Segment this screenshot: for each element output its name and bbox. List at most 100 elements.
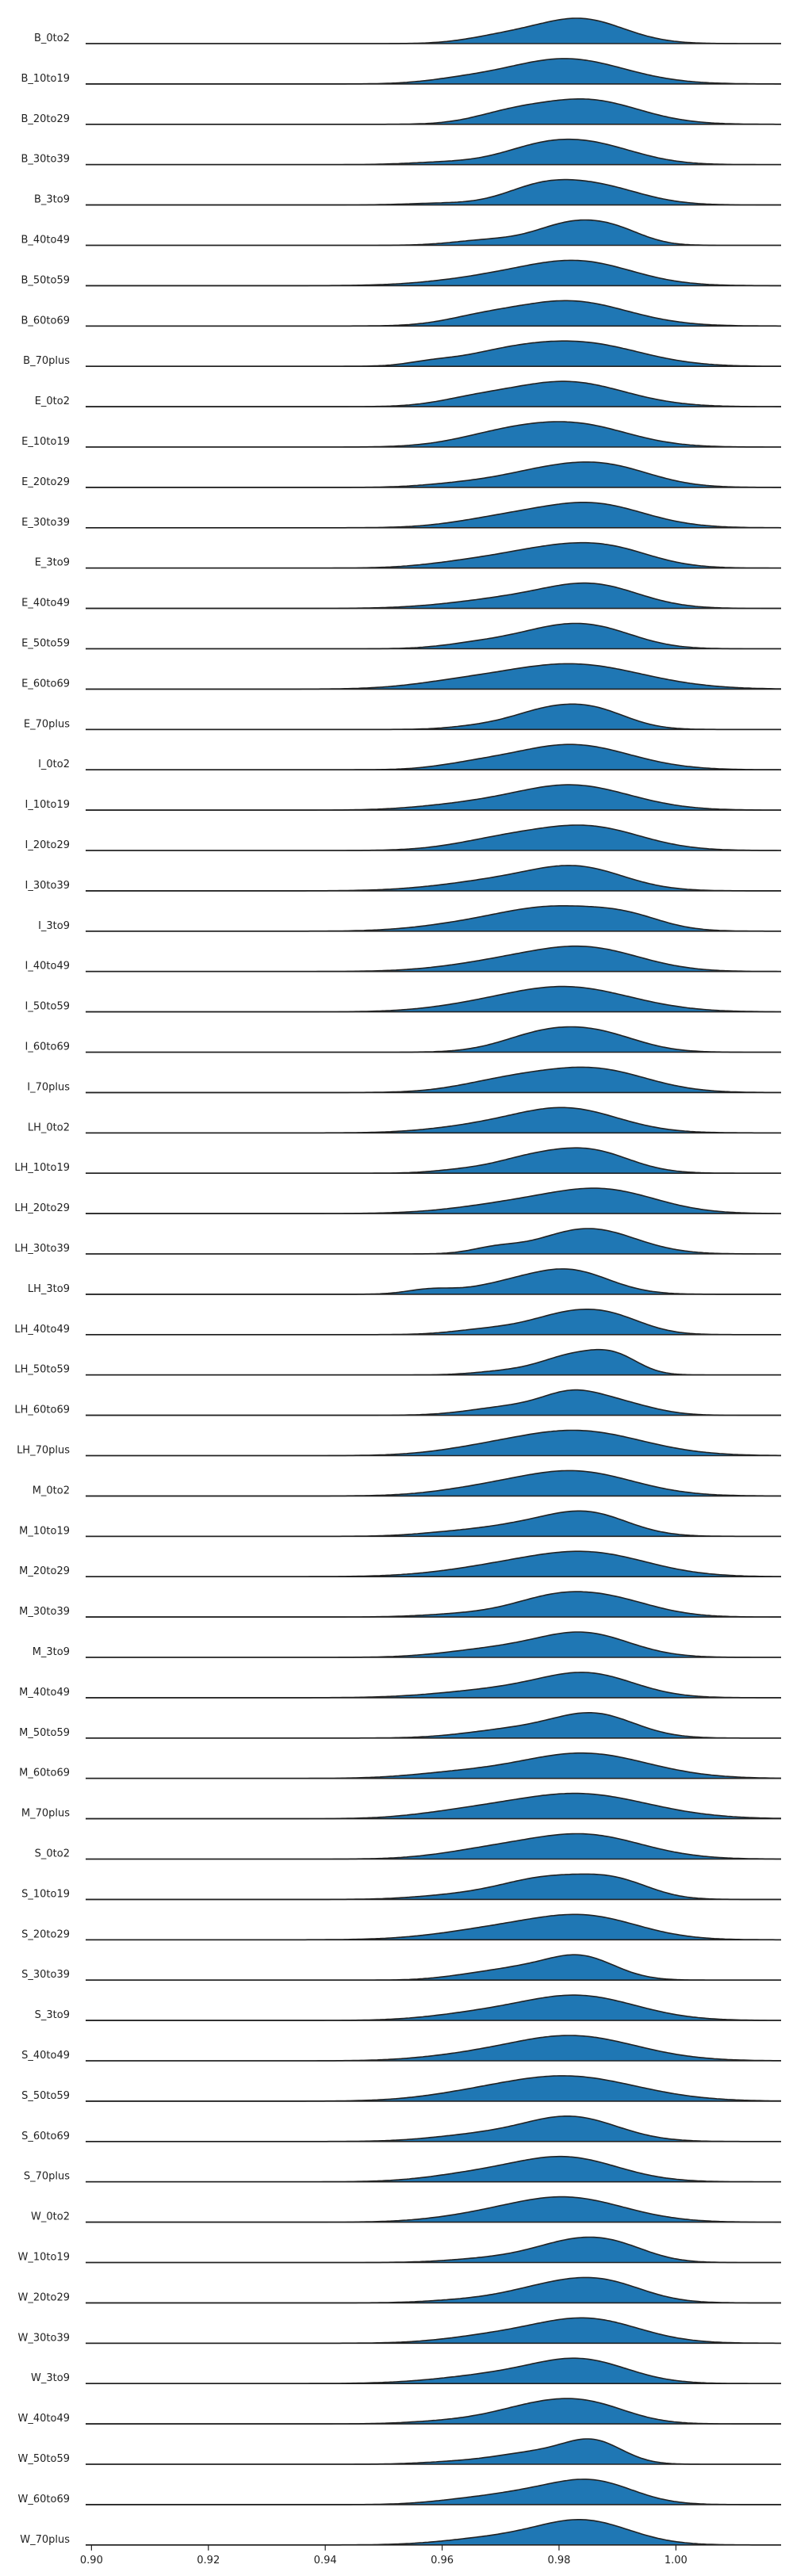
ridge-M_40to49: M_40to49	[19, 1672, 781, 1699]
ridge-M_10to19: M_10to19	[19, 1510, 781, 1538]
row-label: E_30to39	[21, 517, 70, 529]
ridge-E_3to9: E_3to9	[35, 541, 781, 569]
ridge-area	[86, 1389, 781, 1416]
ridge-area	[86, 1712, 781, 1738]
ridge-LH_30to39: LH_30to39	[14, 1228, 781, 1255]
ridge-outline	[86, 219, 781, 247]
row-label: E_20to29	[21, 476, 70, 488]
x-tick-label: 1.00	[665, 2555, 688, 2566]
row-label: I_70plus	[27, 1081, 70, 1093]
ridge-I_40to49: I_40to49	[25, 945, 781, 973]
row-label: S_70plus	[24, 2171, 70, 2183]
ridge-LH_10to19: LH_10to19	[14, 1147, 781, 1174]
row-label: S_40to49	[21, 2050, 70, 2062]
row-label: W_10to19	[18, 2252, 71, 2264]
ridge-W_70plus: W_70plus	[20, 2519, 781, 2546]
x-tick-label: 0.90	[80, 2555, 103, 2566]
x-tick-label: 0.92	[197, 2555, 220, 2566]
ridge-area	[86, 1833, 781, 1859]
ridge-outline	[86, 2115, 781, 2142]
ridge-area	[86, 1067, 781, 1093]
row-label: S_20to29	[21, 1928, 70, 1940]
ridge-E_0to2: E_0to2	[35, 380, 781, 407]
ridge-outline	[86, 2438, 781, 2465]
row-label: W_20to29	[18, 2291, 71, 2303]
row-label: LH_40to49	[14, 1324, 70, 1336]
row-label: B_50to59	[21, 274, 70, 286]
ridge-outline	[86, 2276, 781, 2304]
ridge-I_60to69: I_60to69	[25, 1026, 781, 1053]
ridge-area	[86, 2075, 781, 2101]
row-label: M_3to9	[33, 1646, 70, 1658]
ridge-area	[86, 1026, 781, 1053]
ridge-S_30to39: S_30to39	[21, 1954, 781, 1981]
ridge-area	[86, 139, 781, 165]
ridge-W_20to29: W_20to29	[18, 2276, 781, 2304]
ridge-area	[86, 2035, 781, 2061]
ridge-outline	[86, 1228, 781, 1255]
ridge-outline	[86, 622, 781, 650]
row-label: I_3to9	[38, 920, 70, 932]
ridge-area	[86, 2519, 781, 2545]
row-label: W_3to9	[31, 2372, 70, 2384]
row-label: W_40to49	[18, 2413, 71, 2425]
ridge-area	[86, 2318, 781, 2344]
ridge-area	[86, 1793, 781, 1819]
ridge-B_40to49: B_40to49	[21, 219, 781, 247]
ridge-M_0to2: M_0to2	[33, 1470, 781, 1496]
row-label: B_10to19	[21, 73, 70, 85]
row-label: W_60to69	[18, 2494, 71, 2505]
ridge-W_0to2: W_0to2	[31, 2196, 781, 2223]
ridge-W_30to39: W_30to39	[18, 2317, 781, 2344]
ridge-outline	[86, 300, 781, 327]
row-label: I_30to39	[25, 880, 70, 892]
row-label: W_50to59	[18, 2453, 71, 2465]
ridge-E_20to29: E_20to29	[21, 461, 781, 488]
ridge-S_20to29: S_20to29	[21, 1913, 781, 1940]
row-label: M_60to69	[19, 1768, 70, 1779]
ridge-area	[86, 1107, 781, 1133]
ridge-area	[86, 2439, 781, 2464]
ridge-I_3to9: I_3to9	[38, 905, 781, 932]
ridge-area	[86, 865, 781, 891]
ridge-M_3to9: M_3to9	[33, 1631, 781, 1658]
ridge-B_70plus: B_70plus	[23, 340, 781, 367]
ridge-S_40to49: S_40to49	[21, 2035, 781, 2062]
row-label: S_3to9	[35, 2009, 70, 2021]
ridge-B_50to59: B_50to59	[21, 259, 781, 286]
ridge-outline	[86, 421, 781, 448]
ridge-area	[86, 1914, 781, 1940]
ridge-M_60to69: M_60to69	[19, 1752, 781, 1779]
ridge-area	[86, 18, 781, 44]
row-label: M_0to2	[33, 1485, 70, 1496]
ridge-B_0to2: B_0to2	[34, 17, 781, 44]
ridge-area	[86, 704, 781, 730]
ridge-area	[86, 260, 781, 286]
row-label: S_0to2	[35, 1848, 70, 1860]
ridge-E_40to49: E_40to49	[21, 582, 781, 610]
ridges: B_0to2 B_10to19 B_20to29 B_30to39 B_3to9 B_40…	[14, 17, 782, 2546]
ridge-LH_60to69: LH_60to69	[14, 1389, 781, 1416]
ridge-outline	[86, 138, 781, 166]
ridge-I_10to19: I_10to19	[25, 784, 782, 811]
ridge-B_10to19: B_10to19	[21, 58, 781, 85]
ridge-area	[86, 1430, 781, 1456]
ridge-area	[86, 502, 781, 528]
row-label: W_0to2	[31, 2211, 70, 2223]
row-label: LH_50to59	[14, 1364, 70, 1376]
row-label: LH_30to39	[14, 1243, 70, 1255]
ridge-outline	[86, 1026, 781, 1053]
ridge-W_60to69: W_60to69	[18, 2479, 781, 2505]
ridge-outline	[86, 2236, 781, 2264]
ridge-outline	[86, 1954, 781, 1981]
row-label: S_30to39	[21, 1969, 70, 1981]
ridge-area	[86, 583, 781, 609]
ridge-outline	[86, 1510, 781, 1538]
ridge-area	[86, 663, 781, 690]
row-label: LH_70plus	[17, 1445, 70, 1457]
ridge-B_30to39: B_30to39	[21, 138, 781, 166]
ridge-area	[86, 2277, 781, 2303]
ridge-outline	[86, 1631, 781, 1658]
ridge-outline	[86, 703, 781, 731]
ridge-B_3to9: B_3to9	[34, 178, 781, 206]
